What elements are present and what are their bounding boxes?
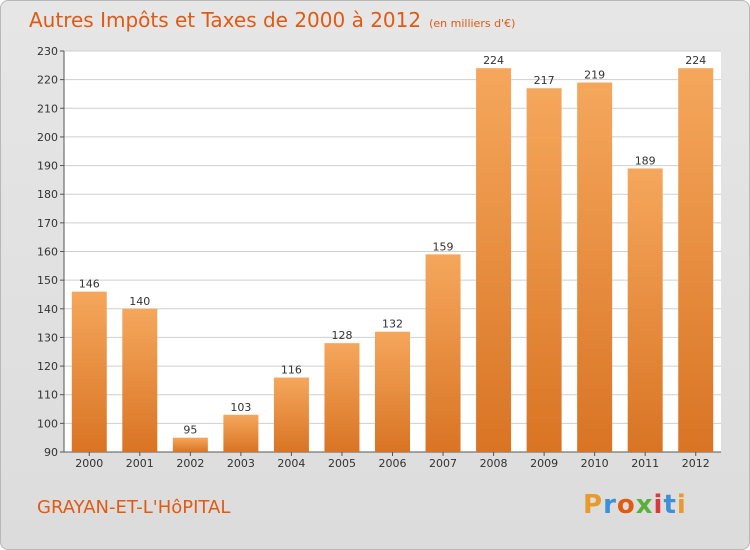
proxiti-logo: Proxiti	[583, 490, 687, 520]
x-tick-label-2002: 2002	[176, 457, 204, 470]
data-label-2007: 159	[433, 240, 454, 253]
y-tick-label: 110	[37, 389, 58, 402]
x-tick-label-2012: 2012	[682, 457, 710, 470]
y-tick-label: 210	[37, 102, 58, 115]
bar-2005	[324, 343, 360, 452]
bar-2006	[375, 331, 410, 452]
y-tick-label: 220	[37, 74, 58, 87]
y-tick-label: 150	[37, 274, 58, 287]
y-tick-label: 170	[37, 217, 58, 230]
x-tick-label-2000: 2000	[75, 457, 103, 470]
logo-letter: i	[676, 490, 687, 520]
bar-2007	[425, 254, 461, 452]
chart-title: Autres Impôts et Taxes de 2000 à 2012	[29, 8, 422, 32]
logo-letter: x	[635, 490, 654, 520]
data-label-2003: 103	[230, 401, 251, 414]
x-tick-label-2009: 2009	[530, 457, 558, 470]
x-tick-label-2008: 2008	[480, 457, 508, 470]
y-tick-label: 160	[37, 246, 58, 259]
chart-header: Autres Impôts et Taxes de 2000 à 2012 (en…	[29, 8, 515, 32]
bar-2004	[273, 377, 309, 452]
y-tick-label: 230	[37, 45, 58, 58]
y-tick-label: 140	[37, 303, 58, 316]
bar-2011	[627, 168, 663, 452]
x-tick-label-2011: 2011	[631, 457, 659, 470]
bar-2010	[577, 82, 613, 452]
data-label-2001: 140	[129, 295, 150, 308]
x-tick-label-2004: 2004	[277, 457, 305, 470]
bar-2002	[172, 437, 208, 452]
y-tick-label: 90	[44, 446, 58, 459]
data-label-2008: 224	[483, 54, 504, 67]
bar-2012	[678, 68, 714, 452]
x-tick-label-2007: 2007	[429, 457, 457, 470]
logo-letter: o	[616, 490, 636, 520]
data-label-2009: 217	[534, 74, 555, 87]
data-label-2000: 146	[79, 278, 100, 291]
data-label-2010: 219	[584, 69, 605, 82]
data-label-2012: 224	[685, 54, 706, 67]
logo-letter: r	[603, 490, 617, 520]
logo-letter: t	[663, 490, 677, 520]
bar-2003	[223, 414, 259, 452]
bar-2001	[122, 308, 158, 452]
bar-2008	[476, 68, 512, 452]
bar-2000	[71, 291, 107, 452]
chart-subtitle: (en milliers d'€)	[429, 17, 516, 30]
y-tick-label: 100	[37, 417, 58, 430]
logo-letter: P	[583, 490, 604, 520]
data-label-2011: 189	[635, 154, 656, 167]
y-tick-label: 120	[37, 360, 58, 373]
y-tick-label: 180	[37, 188, 58, 201]
x-tick-label-2005: 2005	[328, 457, 356, 470]
data-label-2004: 116	[281, 364, 302, 377]
bar-2009	[526, 88, 562, 452]
commune-name: GRAYAN-ET-L'HôPITAL	[37, 497, 231, 518]
logo-letter: i	[653, 490, 664, 520]
x-tick-label-2010: 2010	[581, 457, 609, 470]
x-tick-label-2006: 2006	[379, 457, 407, 470]
x-tick-label-2003: 2003	[227, 457, 255, 470]
data-label-2002: 95	[183, 424, 197, 437]
data-label-2005: 128	[331, 329, 352, 342]
y-tick-label: 130	[37, 331, 58, 344]
y-tick-label: 200	[37, 131, 58, 144]
data-label-2006: 132	[382, 318, 403, 331]
x-tick-label-2001: 2001	[126, 457, 154, 470]
y-tick-label: 190	[37, 160, 58, 173]
